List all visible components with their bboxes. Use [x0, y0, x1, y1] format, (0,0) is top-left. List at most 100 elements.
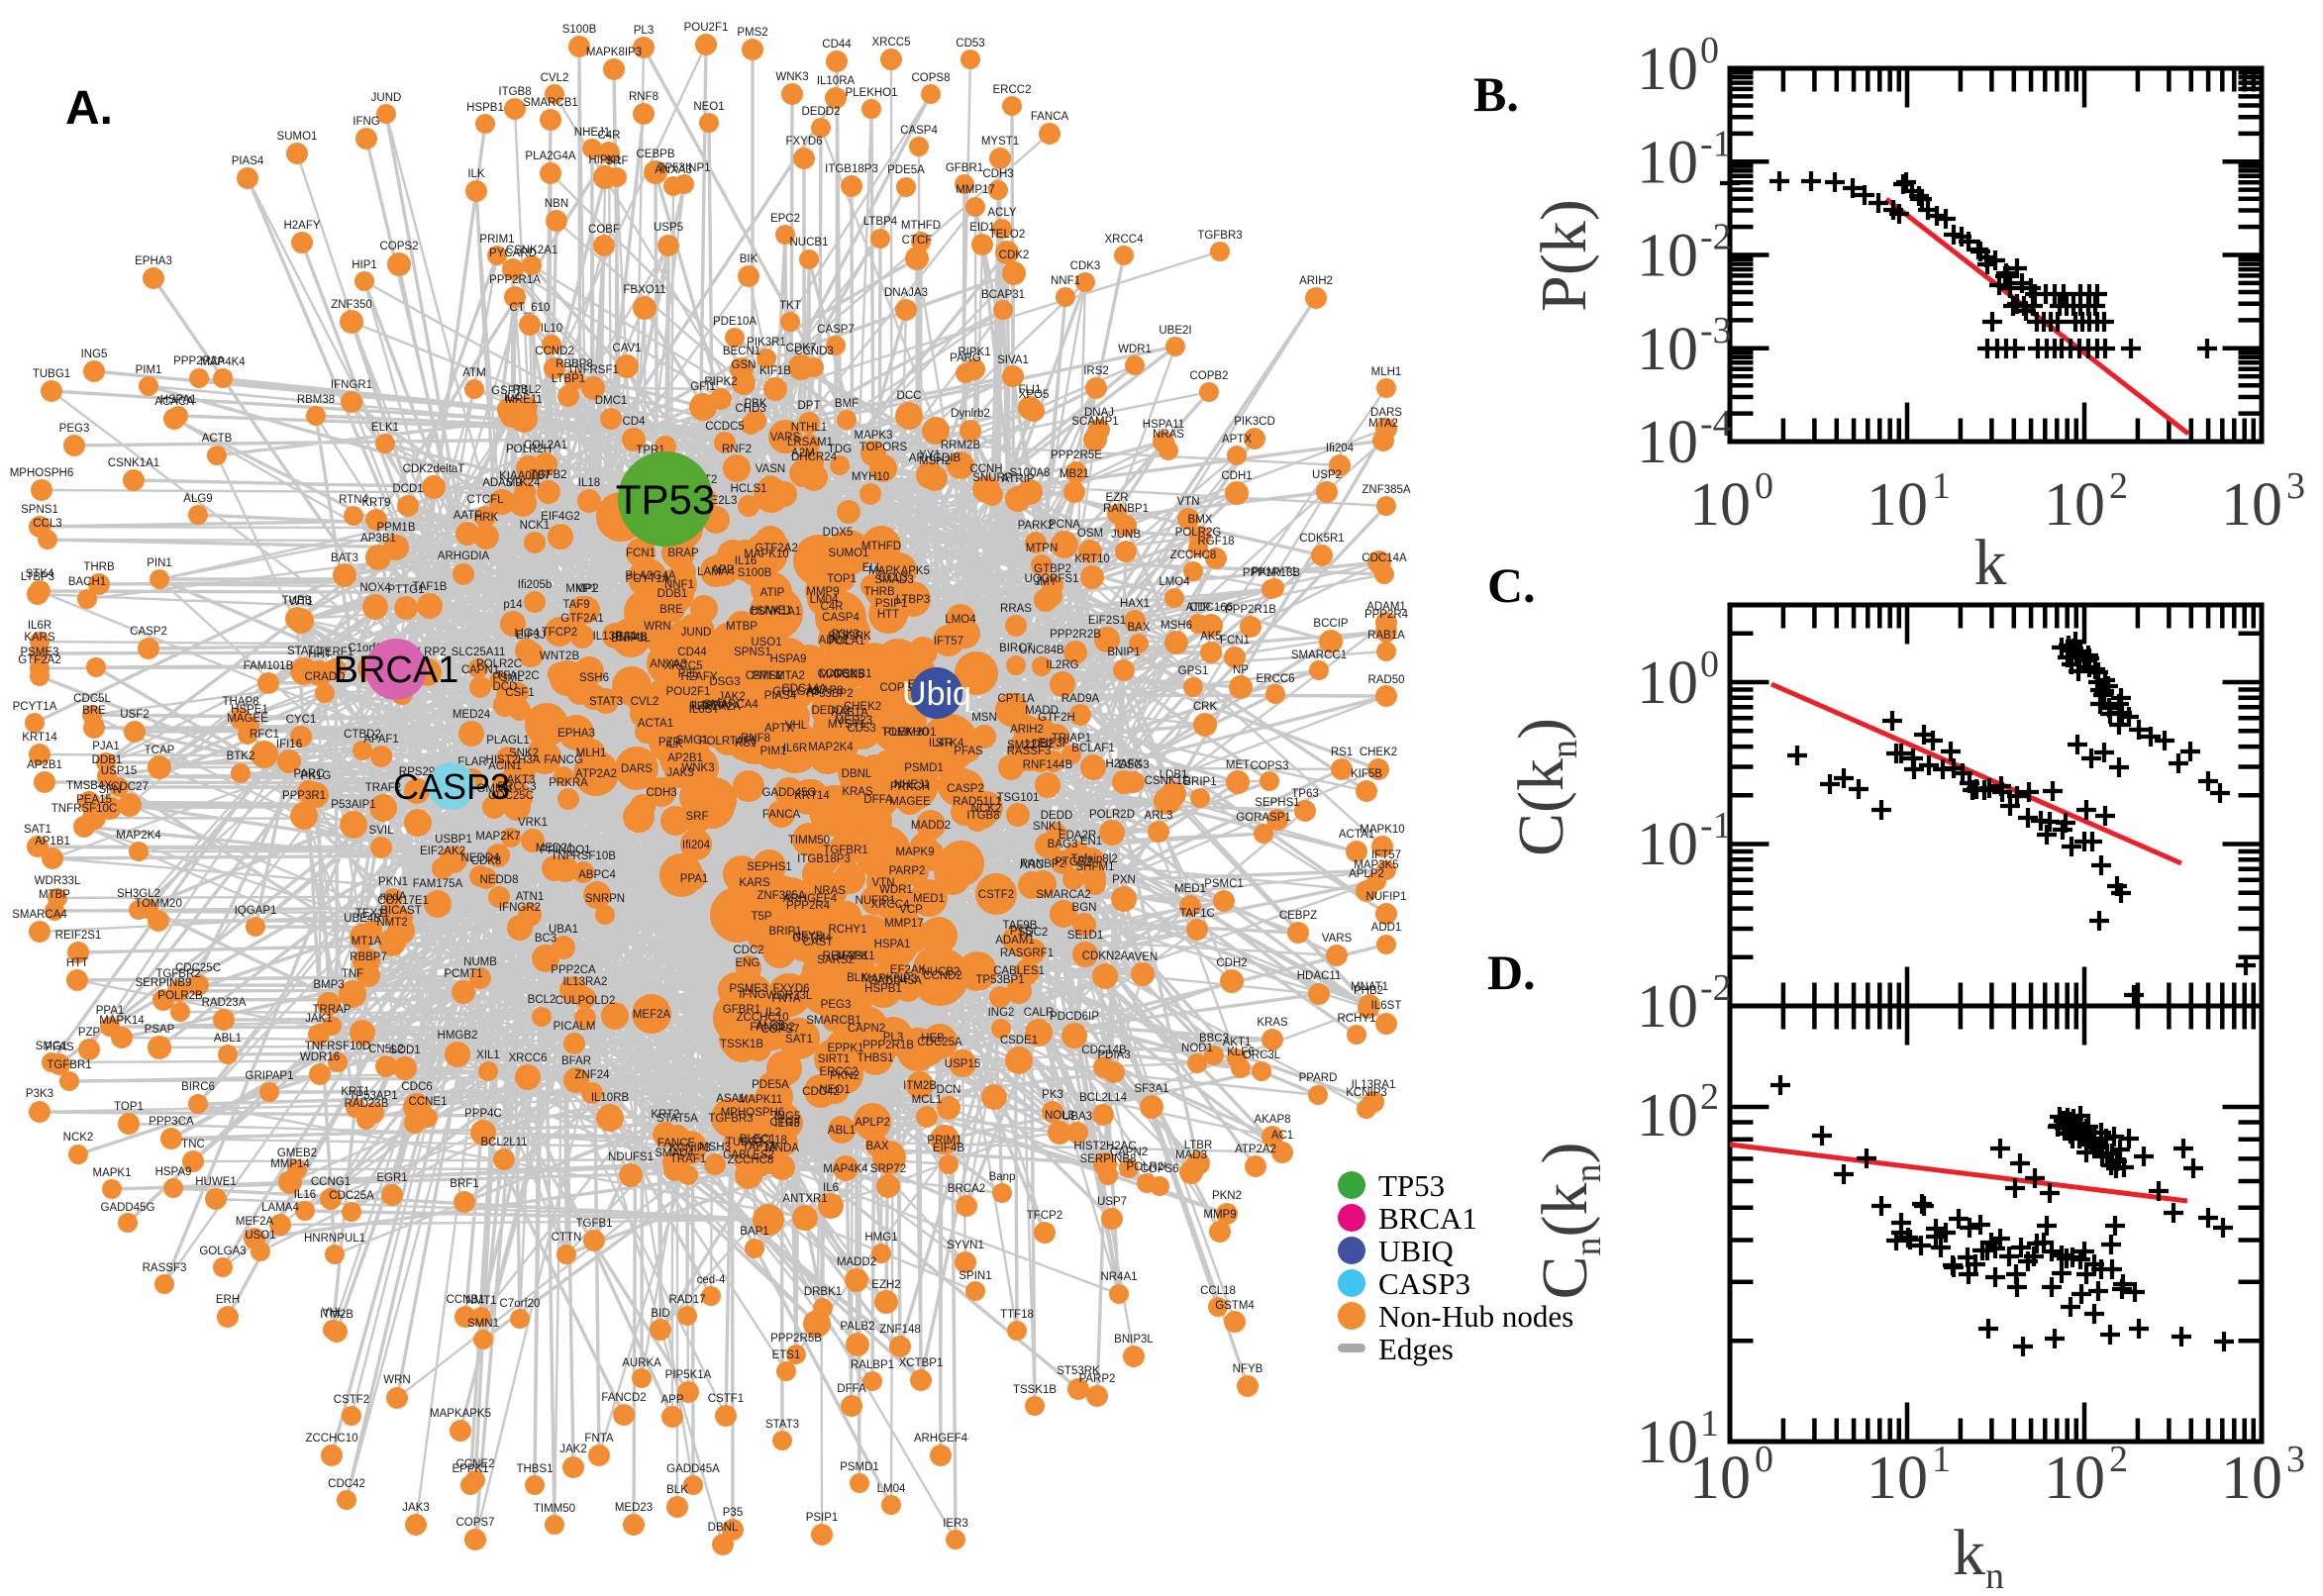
- svg-text:CDC14B: CDC14B: [1081, 1045, 1127, 1056]
- svg-text:AKAP8: AKAP8: [1254, 1114, 1290, 1126]
- svg-text:EPPK1: EPPK1: [452, 1463, 488, 1475]
- svg-text:RCHY1: RCHY1: [1338, 1013, 1376, 1025]
- svg-text:APLP2: APLP2: [1349, 868, 1384, 880]
- svg-text:COPS7: COPS7: [761, 1024, 800, 1036]
- svg-text:ZNF148: ZNF148: [879, 1324, 921, 1336]
- svg-text:10: 10: [1689, 1445, 1751, 1512]
- svg-text:10: 10: [1637, 973, 1698, 1041]
- svg-text:PDE10A: PDE10A: [713, 316, 757, 328]
- svg-text:NNF1: NNF1: [664, 579, 694, 591]
- svg-text:CDC14A: CDC14A: [781, 683, 827, 695]
- svg-text:PALB2: PALB2: [841, 1321, 875, 1333]
- svg-text:PKN2: PKN2: [830, 1070, 859, 1082]
- svg-text:PEG3: PEG3: [59, 423, 90, 435]
- svg-text:RS1: RS1: [1331, 747, 1353, 758]
- svg-text:10: 10: [1637, 129, 1698, 196]
- svg-text:PSIP1: PSIP1: [875, 598, 908, 610]
- svg-text:NHEJ1: NHEJ1: [574, 127, 610, 139]
- svg-text:-4: -4: [1700, 403, 1732, 445]
- svg-text:AK5: AK5: [1200, 631, 1222, 643]
- svg-text:ACIN1: ACIN1: [488, 760, 522, 772]
- svg-text:KRT1: KRT1: [341, 1086, 369, 1098]
- svg-text:SDC2: SDC2: [1018, 927, 1049, 939]
- svg-text:ANXA3: ANXA3: [650, 658, 687, 670]
- svg-text:ARC: ARC: [1020, 859, 1044, 871]
- svg-text:GFBR1: GFBR1: [946, 162, 983, 174]
- svg-text:ENG: ENG: [736, 957, 760, 969]
- svg-text:PSMC1: PSMC1: [1204, 878, 1244, 890]
- svg-text:PIM1: PIM1: [136, 364, 162, 376]
- svg-text:PCYT1A: PCYT1A: [13, 701, 57, 713]
- svg-text:ANXA3: ANXA3: [655, 164, 692, 176]
- svg-text:TP53INP1: TP53INP1: [657, 162, 710, 174]
- svg-text:PSIP1: PSIP1: [806, 1512, 839, 1524]
- svg-text:IL4: IL4: [504, 392, 521, 404]
- svg-text:BNIP3L: BNIP3L: [1114, 1334, 1154, 1346]
- svg-text:10: 10: [1689, 471, 1751, 539]
- svg-text:SOD1: SOD1: [389, 1045, 420, 1056]
- svg-text:CTGF: CTGF: [769, 1117, 800, 1129]
- svg-text:SNRPN: SNRPN: [585, 893, 625, 905]
- svg-text:TP53: TP53: [616, 476, 715, 523]
- svg-text:BACH1: BACH1: [68, 576, 106, 588]
- svg-text:HSPB1: HSPB1: [864, 983, 902, 995]
- svg-text:COX17E1: COX17E1: [377, 895, 429, 907]
- svg-text:HSPA1: HSPA1: [874, 939, 911, 950]
- svg-text:TGFBR1: TGFBR1: [47, 1059, 91, 1071]
- svg-text:AC1: AC1: [1271, 1130, 1293, 1142]
- svg-text:NMT1: NMT1: [465, 1295, 496, 1307]
- svg-text:MED23: MED23: [835, 715, 872, 727]
- svg-text:GADD45A: GADD45A: [666, 1463, 720, 1475]
- svg-text:XRCC4: XRCC4: [1105, 234, 1145, 246]
- svg-text:STAT5A: STAT5A: [656, 1113, 698, 1125]
- svg-text:TSG101: TSG101: [997, 792, 1040, 804]
- svg-text:ST53RK: ST53RK: [828, 631, 871, 643]
- svg-text:MAPK3: MAPK3: [855, 430, 893, 442]
- svg-text:IFNGR1: IFNGR1: [331, 379, 372, 391]
- svg-text:PKN1: PKN1: [378, 876, 408, 888]
- svg-text:IL2RG: IL2RG: [1046, 659, 1078, 671]
- svg-text:DFFA: DFFA: [863, 794, 893, 806]
- svg-text:PPA1: PPA1: [96, 1005, 125, 1017]
- svg-text:BRIP1: BRIP1: [768, 926, 801, 938]
- svg-text:DCN: DCN: [937, 1084, 961, 1096]
- svg-text:TP53: TP53: [1378, 1168, 1445, 1203]
- svg-text:MTA2: MTA2: [1368, 418, 1398, 430]
- svg-text:ACTB: ACTB: [202, 433, 233, 445]
- svg-text:CSNK1A1: CSNK1A1: [108, 457, 159, 469]
- svg-text:RANBP1: RANBP1: [1103, 503, 1149, 515]
- svg-text:PPP4C: PPP4C: [464, 1108, 502, 1120]
- svg-text:CCNB1: CCNB1: [834, 668, 872, 680]
- svg-text:NTHL1: NTHL1: [791, 422, 827, 434]
- svg-text:ORC3L: ORC3L: [1243, 1049, 1281, 1061]
- svg-text:NRAS: NRAS: [1153, 429, 1184, 441]
- svg-text:FANCD2: FANCD2: [750, 1022, 794, 1034]
- svg-text:P53AIP1: P53AIP1: [331, 799, 375, 811]
- svg-text:RPS29: RPS29: [399, 766, 435, 778]
- svg-text:JUNB: JUNB: [1111, 529, 1141, 541]
- svg-text:PYCARD: PYCARD: [489, 248, 537, 259]
- svg-text:SCAMP1: SCAMP1: [1071, 416, 1118, 428]
- svg-text:GADD45G: GADD45G: [762, 787, 817, 799]
- svg-text:A.: A.: [65, 82, 113, 135]
- svg-text:NEO1: NEO1: [819, 1084, 850, 1096]
- svg-text:MAP4K4: MAP4K4: [200, 356, 246, 368]
- svg-text:EZR: EZR: [1106, 492, 1129, 504]
- svg-text:0: 0: [1755, 1439, 1773, 1480]
- svg-text:ADD1: ADD1: [819, 635, 850, 647]
- svg-text:RASSF3: RASSF3: [143, 1262, 187, 1274]
- svg-text:SMAD4: SMAD4: [655, 1147, 694, 1159]
- svg-text:PRKRA: PRKRA: [549, 777, 588, 789]
- svg-text:PCNA: PCNA: [1049, 519, 1080, 531]
- svg-text:Banp: Banp: [989, 1171, 1016, 1183]
- svg-text:PARG: PARG: [950, 352, 981, 364]
- svg-text:10: 10: [1637, 811, 1698, 878]
- svg-text:PSML: PSML: [492, 672, 524, 684]
- svg-text:GADD45G: GADD45G: [101, 1202, 155, 1214]
- svg-text:TP53AP1: TP53AP1: [349, 1090, 397, 1102]
- svg-text:GTF2A2: GTF2A2: [18, 654, 60, 666]
- svg-text:CDH2: CDH2: [1216, 957, 1247, 969]
- svg-text:GORASP1: GORASP1: [1236, 812, 1291, 824]
- svg-text:SSH6: SSH6: [579, 672, 609, 684]
- svg-text:JMY: JMY: [1035, 576, 1058, 588]
